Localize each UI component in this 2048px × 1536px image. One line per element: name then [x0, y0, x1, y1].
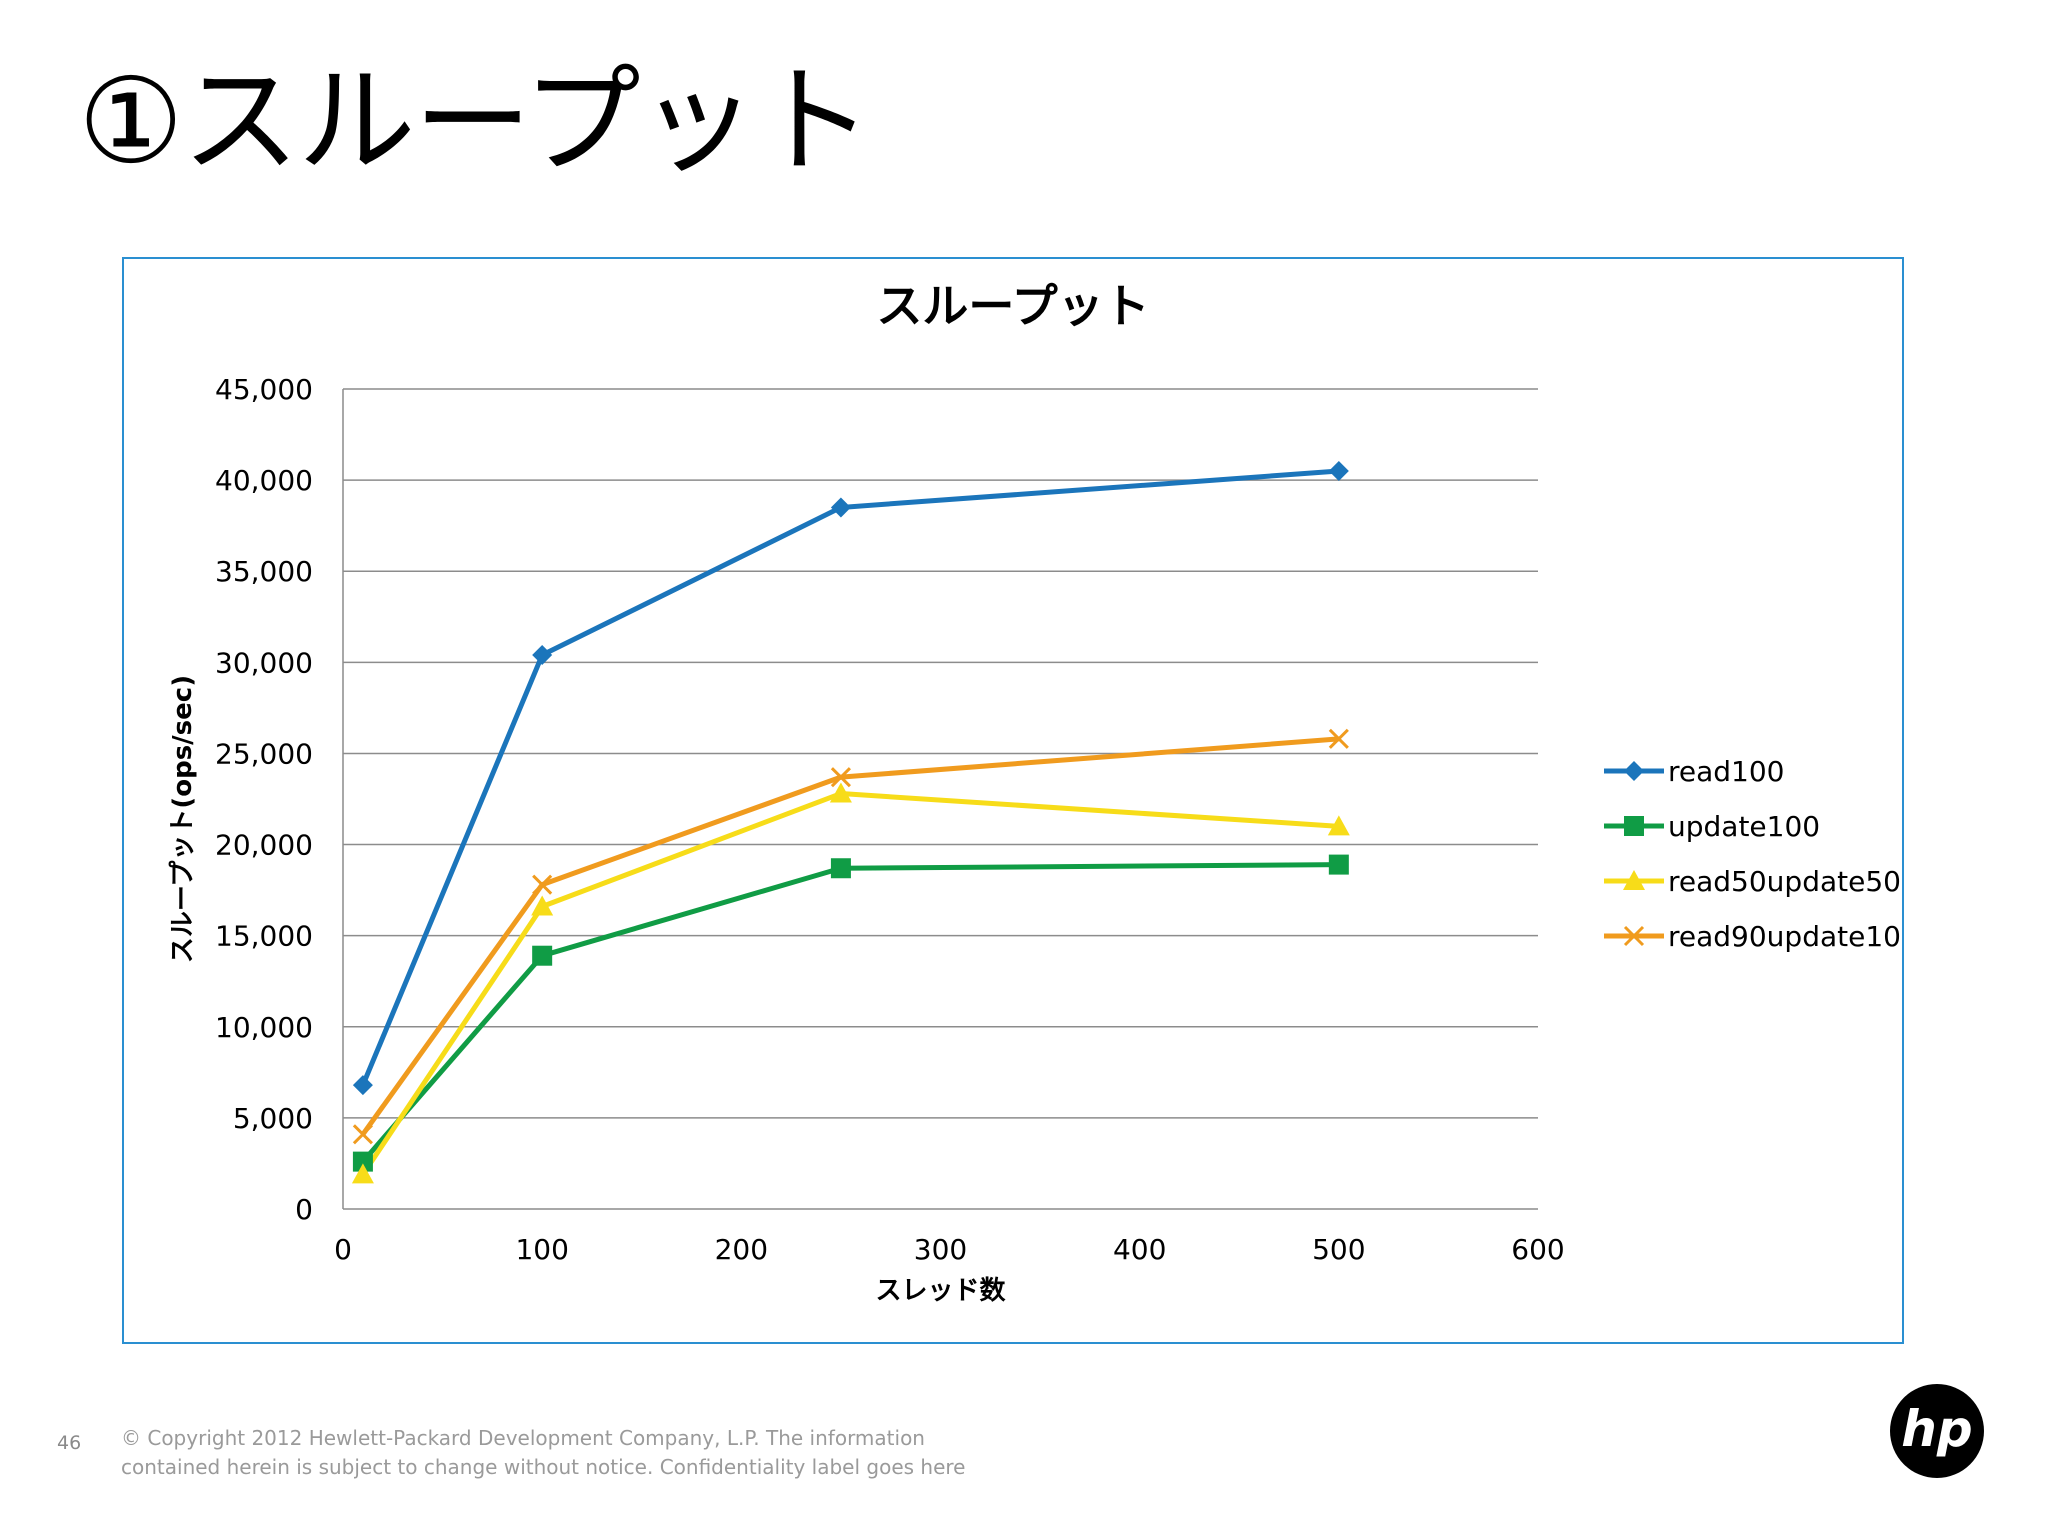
y-tick-label: 10,000: [215, 1011, 313, 1044]
y-tick-label: 35,000: [215, 555, 313, 588]
x-tick-label: 500: [1312, 1233, 1365, 1266]
x-tick-label: 400: [1113, 1233, 1166, 1266]
data-point-read100: [830, 497, 851, 518]
data-point-read100: [1328, 461, 1349, 481]
legend-label-read100: read100: [1668, 755, 1785, 788]
series-line-read90update10: [360, 736, 1340, 1136]
x-tick-label: 200: [715, 1233, 768, 1266]
y-tick-label: 15,000: [215, 920, 313, 953]
data-point-update100: [532, 945, 553, 966]
data-point-read50update50: [1327, 815, 1350, 836]
x-axis-title: スレッド数: [875, 1276, 1006, 1306]
data-point-read100: [532, 645, 553, 666]
data-point-read90update10: [830, 767, 851, 788]
data-point-update100: [1328, 854, 1349, 875]
copyright-notice: © Copyright 2012 Hewlett-Packard Develop…: [121, 1426, 966, 1479]
y-tick-label: 5,000: [233, 1102, 313, 1135]
page-number: 46: [57, 1432, 82, 1454]
data-point-read100: [352, 1075, 373, 1096]
legend-marker-read100: [1624, 761, 1644, 781]
hp-logo-icon: hp: [1889, 1383, 1985, 1479]
x-tick-label: 100: [515, 1233, 568, 1266]
data-point-read50update50: [531, 895, 554, 916]
data-point-read50update50: [829, 782, 852, 803]
y-tick-label: 45,000: [215, 373, 313, 406]
legend-marker-update100: [1624, 816, 1644, 836]
data-point-update100: [352, 1151, 373, 1172]
data-point-read50update50: [351, 1163, 374, 1184]
series-line-read50update50: [360, 791, 1339, 1176]
y-tick-label: 25,000: [215, 737, 313, 770]
legend-label-update100: update100: [1668, 810, 1820, 843]
chart-frame: スループット 0 5,000 10,000 15,000 20,000 25,000 30,0…: [122, 257, 1904, 1344]
y-tick-label: 0: [295, 1193, 313, 1226]
x-tick-label: 600: [1511, 1233, 1564, 1266]
legend-label-read50update50: read50update50: [1668, 865, 1901, 898]
legend-marker-read50update50: [1623, 870, 1645, 890]
hp-logo-text: hp: [1901, 1400, 1972, 1458]
y-tick-label: 30,000: [215, 646, 313, 679]
y-axis-title: スループット(ops/sec): [168, 675, 198, 963]
data-point-update100: [830, 858, 851, 879]
y-tick-label: 40,000: [215, 464, 313, 497]
x-tick-label: 0: [334, 1233, 352, 1266]
series-line-update100: [361, 862, 1339, 1164]
throughput-chart: スループット 0 5,000 10,000 15,000 20,000 25,000 30,0…: [168, 279, 1901, 1306]
legend-marker-read90update10: [1623, 925, 1645, 947]
series-line-read100: [360, 468, 1340, 1087]
data-point-read90update10: [1328, 728, 1349, 749]
legend-label-read90update10: read90update10: [1668, 920, 1901, 953]
chart-title: スループット: [876, 279, 1149, 333]
data-point-read90update10: [532, 874, 553, 895]
x-tick-label: 300: [914, 1233, 967, 1266]
y-tick-label: 20,000: [215, 829, 313, 862]
slide-title: ①スループット: [78, 52, 873, 190]
data-point-read90update10: [352, 1124, 373, 1145]
